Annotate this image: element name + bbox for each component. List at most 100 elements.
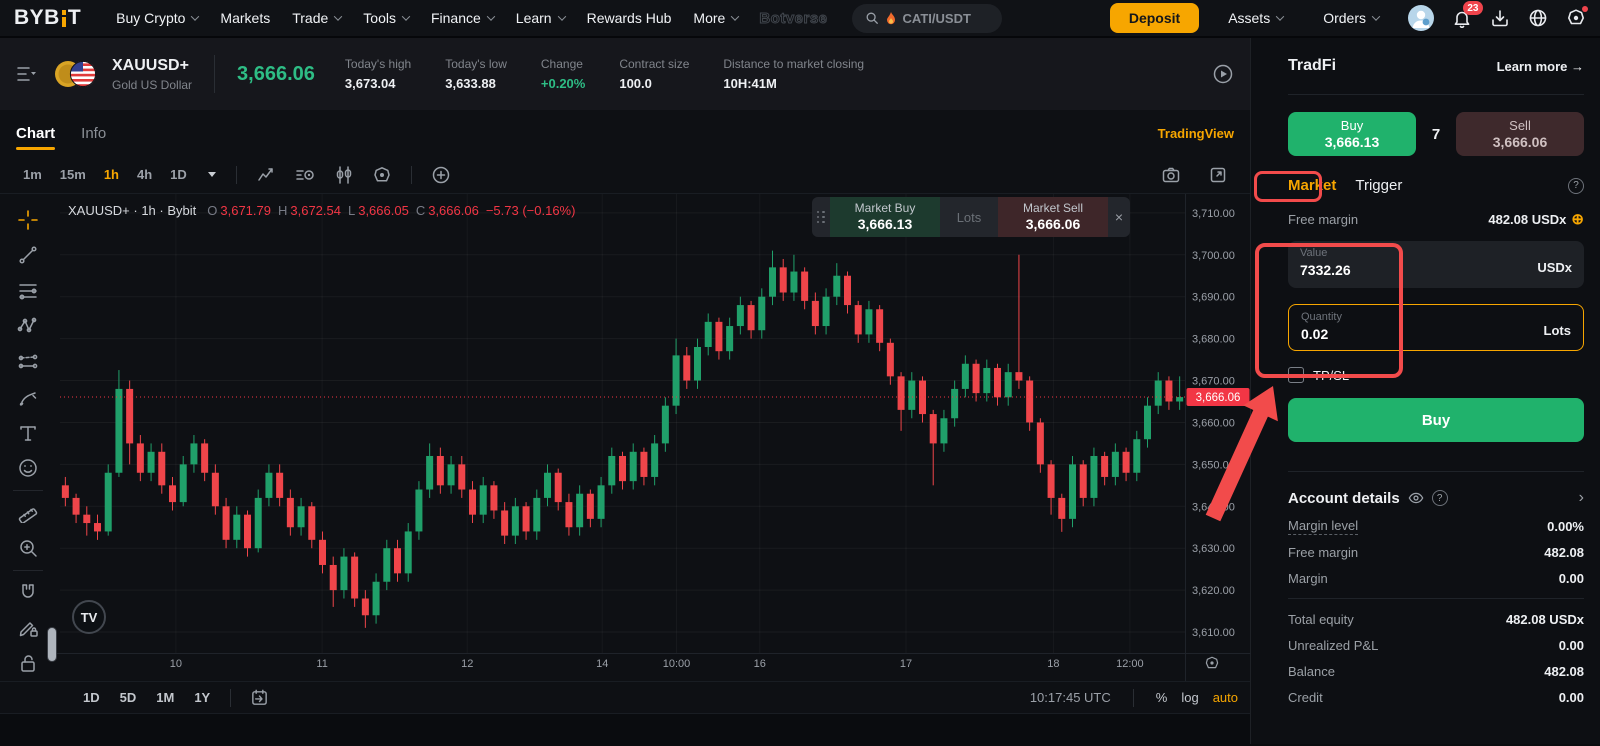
buy-price-button[interactable]: Buy 3,666.13: [1288, 112, 1416, 156]
range-1m[interactable]: 1M: [156, 690, 175, 705]
nav-item-tools[interactable]: Tools: [352, 10, 420, 26]
tab-chart[interactable]: Chart: [16, 110, 56, 156]
instrument-symbol[interactable]: XAUUSD+: [112, 56, 189, 74]
profile-avatar[interactable]: [1408, 5, 1434, 31]
stat-value: 3,673.04: [344, 76, 396, 91]
account-row-label: Total equity: [1288, 611, 1354, 627]
go-to-date-icon[interactable]: [243, 688, 276, 707]
nav-item-more[interactable]: More: [682, 10, 749, 26]
tpsl-checkbox[interactable]: [1288, 367, 1304, 383]
range-5d[interactable]: 5D: [119, 690, 137, 705]
nav-item-learn[interactable]: Learn: [505, 10, 576, 26]
text-tool[interactable]: [0, 415, 55, 450]
magnet-tool[interactable]: [0, 575, 55, 610]
panel-header: TradFi Learn more →: [1288, 38, 1584, 95]
nav-item-trade[interactable]: Trade: [281, 10, 352, 26]
account-row-value: 0.00%: [1547, 518, 1584, 534]
add-indicator-icon[interactable]: [424, 165, 458, 185]
tab-info[interactable]: Info: [81, 124, 107, 142]
quantity-input[interactable]: Quantity 0.02 Lots: [1288, 304, 1584, 351]
price-chart[interactable]: 3,710.00 3,700.00 3,690.00 3,680.00 3,670.00…: [55, 194, 1251, 681]
range-1d[interactable]: 1D: [83, 690, 100, 705]
prediction-tool[interactable]: [0, 344, 55, 379]
instrument-header: XAUUSD+ Gold US Dollar 3,666.06 Today's …: [0, 38, 1250, 110]
market-sell-button[interactable]: Market Sell 3,666.06: [998, 197, 1108, 237]
notifications-button[interactable]: 23: [1452, 1, 1483, 28]
buy-button-label: Buy: [1340, 118, 1364, 133]
auto-scale-button[interactable]: auto: [1212, 690, 1238, 705]
learn-more-link[interactable]: Learn more →: [1496, 58, 1584, 74]
instrument-list-icon[interactable]: [16, 65, 36, 83]
settings-button[interactable]: [1566, 6, 1588, 28]
deposit-button[interactable]: Deposit: [1109, 3, 1200, 33]
account-row-label[interactable]: Margin level: [1288, 517, 1359, 535]
eye-icon[interactable]: [1408, 491, 1424, 505]
chevron-right-icon[interactable]: ›: [1578, 489, 1584, 506]
widget-lots-input[interactable]: Lots: [956, 209, 982, 225]
log-scale-button[interactable]: log: [1181, 690, 1199, 705]
tab-market[interactable]: Market: [1288, 177, 1337, 194]
fib-retracement-tool[interactable]: [0, 273, 55, 308]
timeframe-15m[interactable]: 15m: [59, 167, 86, 182]
nav-item-rewards-hub[interactable]: Rewards Hub: [576, 10, 683, 26]
botverse-label[interactable]: Botverse: [759, 9, 828, 27]
sell-price-button[interactable]: Sell 3,666.06: [1456, 112, 1584, 156]
price-scale-settings-icon[interactable]: [1204, 655, 1220, 676]
nav-item-finance[interactable]: Finance: [420, 10, 505, 26]
measure-tool[interactable]: [0, 495, 55, 530]
widget-close-icon[interactable]: ×: [1114, 209, 1124, 225]
search-box[interactable]: CATI/USDT: [851, 3, 1002, 33]
timeframe-1m[interactable]: 1m: [23, 167, 42, 182]
trend-line-tool[interactable]: [0, 237, 55, 272]
value-input[interactable]: Value 7332.26 USDx: [1288, 241, 1584, 288]
quantity-input-label: Quantity: [1301, 311, 1342, 323]
brush-tool[interactable]: [0, 379, 55, 414]
timeframe-dropdown-icon[interactable]: [207, 172, 216, 177]
drag-handle[interactable]: [812, 197, 830, 237]
chart-style-icon[interactable]: [249, 165, 283, 185]
submit-buy-button[interactable]: Buy: [1288, 398, 1584, 442]
timeframe-1h[interactable]: 1h: [103, 167, 119, 182]
xabcd-pattern-tool[interactable]: [0, 308, 55, 343]
emoji-tool[interactable]: [0, 450, 55, 485]
pane-scroll-handle[interactable]: [47, 627, 57, 662]
chevron-down-icon: [1371, 12, 1381, 21]
nav-item-markets[interactable]: Markets: [209, 10, 281, 26]
account-help-icon[interactable]: ?: [1431, 490, 1448, 506]
chart-settings-icon[interactable]: [365, 165, 399, 185]
downloads-button[interactable]: [1490, 8, 1510, 28]
percent-scale-button[interactable]: %: [1155, 690, 1168, 705]
nav-item-assets[interactable]: Assets: [1217, 10, 1294, 26]
add-funds-icon[interactable]: ⊕: [1571, 211, 1584, 228]
tab-trigger[interactable]: Trigger: [1355, 177, 1403, 194]
compare-candles-icon[interactable]: [327, 165, 361, 185]
timeframe-1d[interactable]: 1D: [170, 167, 187, 182]
chart-clock[interactable]: 10:17:45 UTC: [1029, 690, 1111, 705]
drawing-lock-tool[interactable]: [0, 610, 55, 645]
screenshot-icon[interactable]: [1154, 165, 1188, 185]
nav-item-buy-crypto[interactable]: Buy Crypto: [105, 10, 209, 26]
timeframe-4h[interactable]: 4h: [137, 167, 153, 182]
tradingview-link[interactable]: TradingView: [1157, 125, 1234, 141]
search-icon: [866, 12, 878, 24]
indicators-icon[interactable]: [287, 165, 323, 185]
divider: [235, 165, 237, 184]
legend-title[interactable]: XAUUSD+ · 1h · Bybit: [68, 203, 197, 218]
nav-item-label: Markets: [220, 10, 271, 26]
help-icon[interactable]: ?: [1568, 177, 1584, 194]
play-video-icon[interactable]: [1212, 63, 1234, 85]
account-row-total-equity: Total equity 482.08 USDx: [1288, 606, 1584, 632]
language-button[interactable]: [1528, 8, 1548, 28]
lock-all-tool[interactable]: [0, 645, 55, 680]
range-1y[interactable]: 1Y: [194, 690, 211, 705]
zoom-in-tool[interactable]: [0, 530, 55, 565]
bybit-logo[interactable]: BYB T: [14, 6, 81, 30]
download-icon: [1492, 10, 1508, 27]
fullscreen-icon[interactable]: [1202, 166, 1234, 184]
crosshair-tool[interactable]: [0, 202, 55, 237]
top-navigation: BYB T Buy Crypto Markets Trade Tools Finance…: [0, 0, 1600, 38]
market-buy-button[interactable]: Market Buy 3,666.13: [830, 197, 940, 237]
account-details-header[interactable]: Account details ? ›: [1288, 489, 1584, 507]
tradingview-watermark[interactable]: TV: [72, 600, 106, 634]
nav-item-orders[interactable]: Orders: [1312, 10, 1390, 26]
